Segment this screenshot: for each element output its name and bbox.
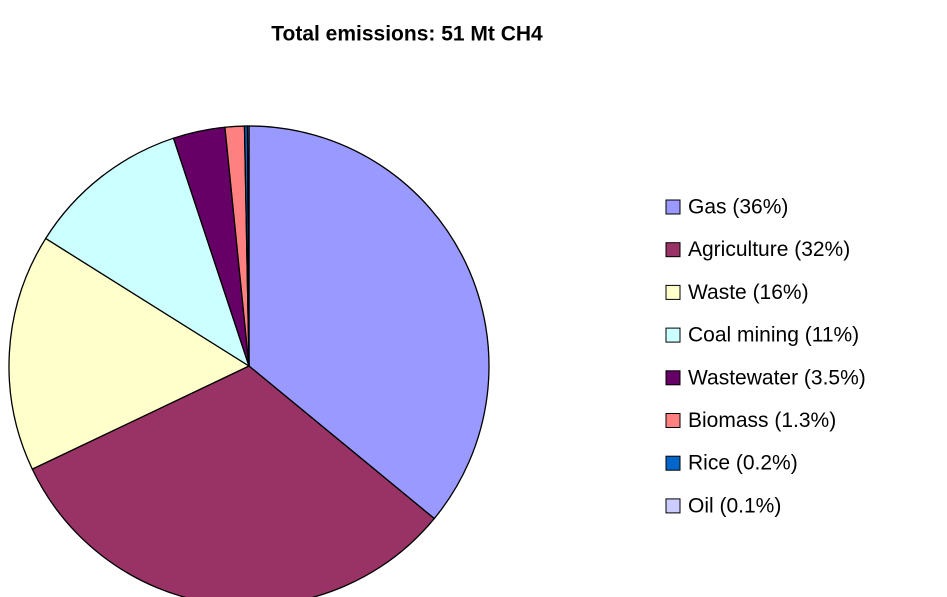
legend-swatch bbox=[665, 242, 681, 258]
legend-label: Wastewater (3.5%) bbox=[688, 366, 866, 389]
legend-label: Coal mining (11%) bbox=[688, 324, 859, 347]
legend-swatch bbox=[665, 413, 681, 428]
legend-swatch bbox=[665, 327, 681, 343]
legend-label: Gas (36%) bbox=[688, 196, 788, 219]
legend-label: Oil (0.1%) bbox=[688, 494, 781, 517]
pie-slice bbox=[248, 125, 490, 520]
legend-label: Biomass (1.3%) bbox=[688, 409, 836, 432]
pie-slice bbox=[246, 125, 250, 367]
pie-slice bbox=[31, 365, 436, 597]
pie-slice bbox=[8, 237, 251, 470]
legend-label: Waste (16%) bbox=[688, 281, 809, 304]
legend-swatch bbox=[665, 455, 681, 471]
legend-swatch bbox=[665, 284, 681, 300]
pie-slice bbox=[44, 137, 251, 368]
legend-swatch bbox=[665, 498, 681, 514]
legend-label: Rice (0.2%) bbox=[688, 452, 798, 475]
legend-label: Agriculture (32%) bbox=[688, 238, 850, 261]
chart-title: Total emissions: 51 Mt CH4 bbox=[271, 23, 543, 46]
legend-swatch bbox=[665, 199, 681, 215]
legend-swatch bbox=[665, 370, 681, 386]
